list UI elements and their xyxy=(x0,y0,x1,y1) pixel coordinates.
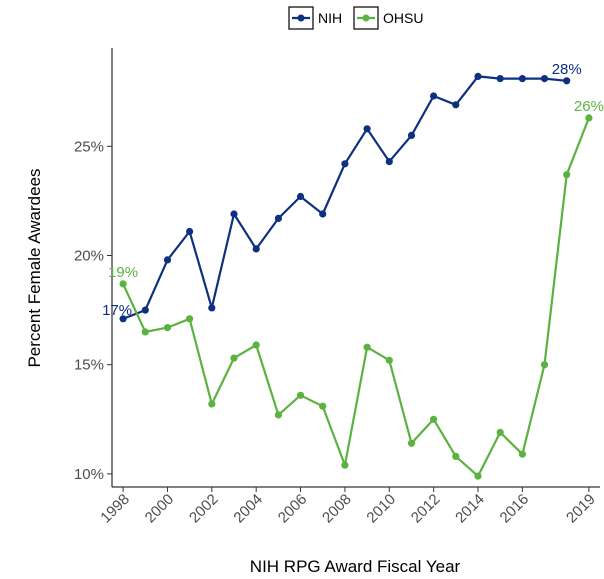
data-point-nih xyxy=(385,158,393,166)
data-point-nih xyxy=(319,210,327,218)
data-point-nih xyxy=(407,131,416,139)
data-point-nih xyxy=(341,160,349,168)
series-line-nih xyxy=(122,75,567,320)
data-point-ohsu xyxy=(496,428,504,436)
data-point-nih xyxy=(274,214,282,222)
x-tick-label: 1998 xyxy=(97,491,133,527)
data-point-nih xyxy=(230,210,238,218)
data-labels: 17% 28% 19% 26% xyxy=(102,61,604,319)
data-point-nih xyxy=(363,125,371,133)
legend-label-ohsu: OHSU xyxy=(383,10,423,26)
x-axis-ticks: 1998 2000 2002 2004 2006 2008 2010 2012 2014 2016… xyxy=(97,487,599,527)
data-point-nih xyxy=(452,101,460,109)
data-point-ohsu xyxy=(274,411,282,419)
data-point-nih xyxy=(518,75,527,83)
data-point-nih xyxy=(563,77,571,85)
x-tick-label: 2012 xyxy=(408,491,444,527)
legend-marker-ohsu xyxy=(362,14,370,22)
data-point-ohsu xyxy=(296,391,305,399)
data-point-nih xyxy=(163,256,172,264)
series-layer xyxy=(119,72,593,480)
data-point-ohsu xyxy=(208,400,216,408)
x-axis-title: NIH RPG Award Fiscal Year xyxy=(250,557,461,576)
data-point-ohsu xyxy=(341,461,349,469)
data-point-ohsu xyxy=(540,361,549,369)
data-point-ohsu xyxy=(385,356,393,364)
x-tick-label: 2004 xyxy=(230,491,266,527)
y-tick-label: 25% xyxy=(74,138,104,155)
x-tick-label: 2000 xyxy=(142,491,178,527)
data-point-ohsu xyxy=(163,324,172,332)
data-point-ohsu xyxy=(319,402,327,410)
data-point-ohsu xyxy=(407,439,416,447)
data-point-ohsu xyxy=(452,452,460,460)
series-line-ohsu xyxy=(122,117,590,478)
y-axis-title: Percent Female Awardees xyxy=(25,168,44,367)
data-point-nih xyxy=(496,75,504,83)
data-label-ohsu: 26% xyxy=(574,98,604,115)
data-point-nih xyxy=(252,245,260,253)
data-point-ohsu xyxy=(186,315,194,323)
x-tick-label: 2016 xyxy=(497,491,533,527)
data-point-nih xyxy=(296,192,305,201)
data-point-ohsu xyxy=(119,280,127,288)
data-point-ohsu xyxy=(563,171,571,179)
data-point-ohsu xyxy=(141,328,149,336)
data-point-nih xyxy=(540,75,549,83)
data-point-ohsu xyxy=(230,354,238,362)
y-tick-label: 20% xyxy=(74,247,104,264)
x-tick-label: 2010 xyxy=(363,491,399,527)
x-tick-label: 2002 xyxy=(186,491,222,527)
legend-label-nih: NIH xyxy=(318,10,342,26)
data-point-ohsu xyxy=(363,343,371,351)
x-tick-label: 2008 xyxy=(319,491,355,527)
y-tick-label: 15% xyxy=(74,357,104,374)
x-tick-label: 2019 xyxy=(563,491,599,527)
legend: NIH OHSU xyxy=(288,6,423,30)
data-label-ohsu: 19% xyxy=(108,264,138,281)
data-point-ohsu xyxy=(252,341,260,349)
data-point-nih xyxy=(141,306,149,314)
data-point-ohsu xyxy=(518,450,527,458)
data-point-ohsu xyxy=(474,472,482,480)
data-point-nih xyxy=(186,227,194,236)
data-point-nih xyxy=(430,92,438,100)
y-tick-label: 10% xyxy=(74,466,104,483)
data-point-ohsu xyxy=(585,114,593,122)
y-axis-ticks: 10% 15% 20% 25% xyxy=(74,138,112,483)
data-point-nih xyxy=(119,315,127,323)
data-label-nih: 17% xyxy=(102,302,132,319)
data-point-nih xyxy=(474,72,482,80)
x-tick-label: 2006 xyxy=(275,491,311,527)
data-point-ohsu xyxy=(430,415,438,423)
x-tick-label: 2014 xyxy=(452,491,488,527)
data-point-nih xyxy=(208,304,216,312)
data-label-nih: 28% xyxy=(552,61,582,78)
legend-marker-nih xyxy=(297,14,305,22)
